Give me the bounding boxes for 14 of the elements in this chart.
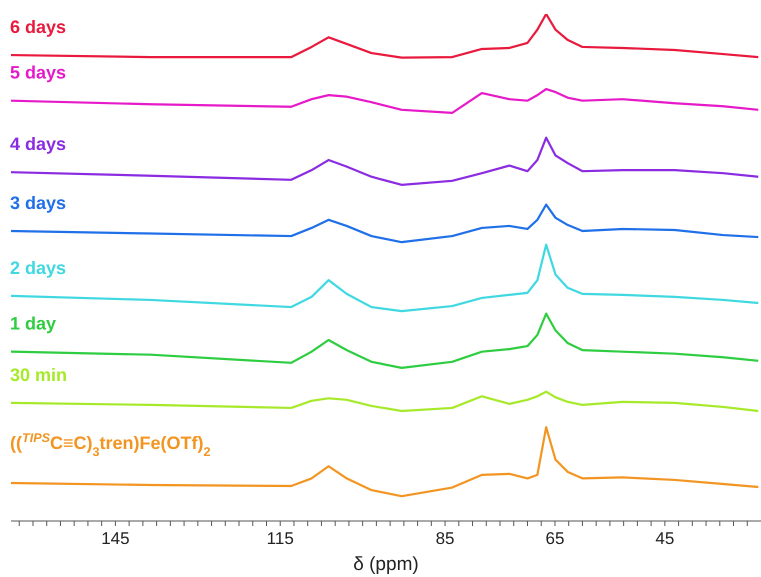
series-label: (($^{TIPS}$C≡C)$_{3}$tren)Fe(OTf)$_{2}$ <box>10 430 211 459</box>
series-label: 2 days <box>10 258 66 278</box>
series-label: 5 days <box>10 62 66 83</box>
series-label: 1 day <box>10 314 56 334</box>
x-axis-title: δ (ppm) <box>353 554 419 575</box>
series-label: 4 days <box>10 134 66 154</box>
series-label: 6 days <box>10 17 66 38</box>
series-label: 3 days <box>10 192 66 213</box>
x-tick-label: 65 <box>545 529 564 548</box>
x-tick-label: 145 <box>101 529 130 548</box>
x-tick-label: 115 <box>266 529 294 548</box>
x-tick-label: 45 <box>655 529 674 548</box>
series-label: 30 min <box>10 364 68 385</box>
x-tick-label: 85 <box>436 529 455 548</box>
